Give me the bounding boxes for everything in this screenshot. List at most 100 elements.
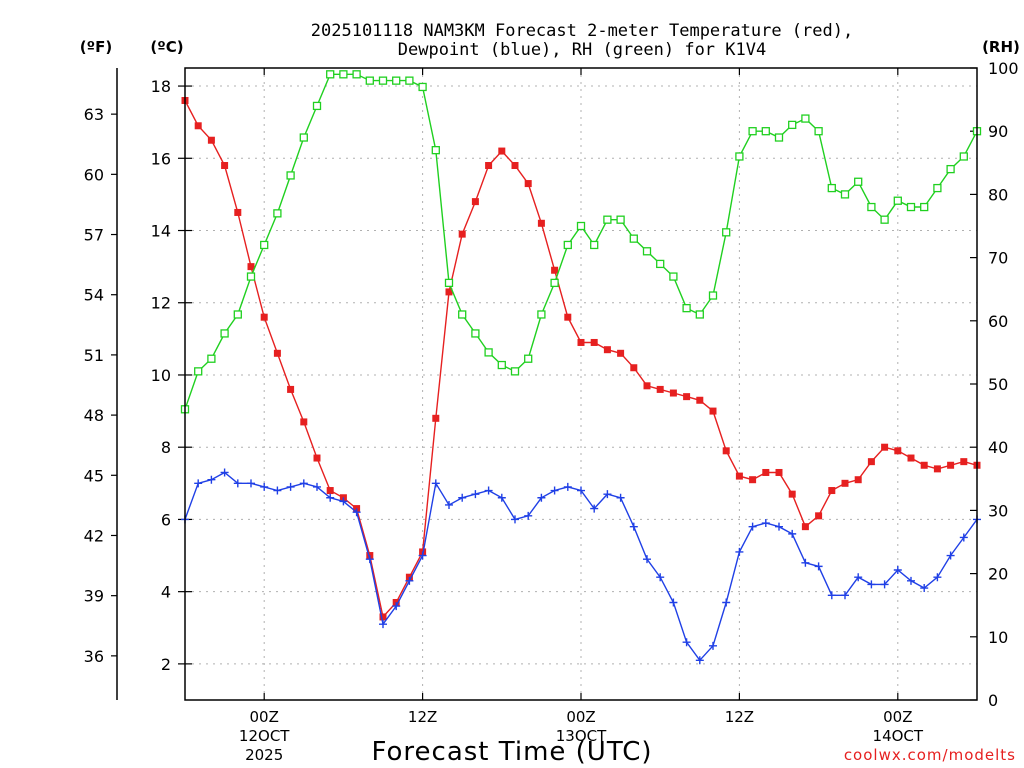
x-tick-label-year: 2025	[245, 746, 283, 764]
data-point-temperature	[815, 512, 823, 520]
data-point-temperature	[894, 447, 902, 455]
data-point-dewpoint	[841, 591, 849, 600]
data-point-temperature	[867, 458, 875, 466]
data-point-rh	[484, 348, 493, 357]
data-point-dewpoint	[761, 519, 770, 528]
data-point-dewpoint	[682, 638, 691, 647]
data-point-rh	[920, 202, 929, 212]
data-point-rh	[682, 304, 691, 313]
data-point-rh	[854, 177, 863, 186]
data-point-rh	[695, 310, 704, 319]
rh-tick-label: 60	[988, 312, 1008, 331]
data-point-temperature	[445, 288, 453, 296]
data-point-dewpoint	[550, 486, 559, 495]
data-point-rh	[497, 360, 506, 370]
data-point-temperature	[722, 447, 730, 455]
data-point-dewpoint	[907, 576, 915, 585]
data-point-temperature	[801, 523, 809, 531]
data-point-rh	[616, 215, 625, 224]
celsius-tick-label: 16	[151, 149, 171, 168]
data-point-rh	[722, 228, 731, 237]
celsius-tick-label: 4	[161, 583, 171, 602]
data-point-rh	[378, 76, 388, 85]
data-point-dewpoint	[735, 547, 744, 556]
plot-frame	[184, 67, 978, 701]
data-point-dewpoint	[643, 555, 651, 564]
data-point-temperature	[749, 476, 757, 484]
data-point-temperature	[273, 349, 281, 357]
data-point-temperature	[630, 364, 638, 372]
fahrenheit-tick-label: 36	[84, 647, 104, 666]
data-point-rh	[827, 183, 836, 193]
x-tick-label-date: 13OCT	[556, 727, 607, 745]
data-point-dewpoint	[933, 573, 942, 582]
data-point-rh	[418, 82, 427, 92]
fahrenheit-tick-label: 39	[84, 587, 104, 606]
data-point-temperature	[564, 313, 572, 321]
data-point-rh	[326, 70, 335, 79]
data-point-temperature	[775, 468, 783, 476]
data-point-temperature	[788, 490, 796, 498]
data-point-temperature	[603, 346, 611, 354]
data-point-dewpoint	[577, 486, 585, 495]
data-point-dewpoint	[339, 497, 348, 506]
data-point-temperature	[828, 487, 836, 495]
data-point-rh	[629, 234, 638, 243]
data-point-dewpoint	[629, 522, 638, 531]
data-point-rh	[603, 215, 612, 224]
data-point-dewpoint	[959, 533, 968, 542]
data-point-dewpoint	[273, 486, 282, 495]
rh-tick-label: 20	[988, 565, 1008, 584]
data-point-dewpoint	[946, 551, 955, 560]
data-point-dewpoint	[590, 504, 599, 513]
data-point-dewpoint	[695, 656, 704, 665]
data-point-temperature	[379, 613, 387, 621]
credit-text: coolwx.com/modelts	[844, 746, 1016, 764]
data-point-temperature	[221, 162, 229, 170]
data-point-rh	[194, 367, 203, 376]
data-point-rh	[471, 329, 480, 338]
data-point-dewpoint	[392, 602, 401, 611]
data-point-dewpoint	[524, 511, 533, 520]
data-point-dewpoint	[379, 620, 387, 629]
data-point-dewpoint	[286, 482, 295, 491]
data-point-dewpoint	[669, 598, 678, 607]
chart-title-line2: Dewpoint (blue), RH (green) for K1V4	[398, 40, 766, 60]
data-point-dewpoint	[220, 468, 229, 477]
data-point-rh	[933, 183, 942, 193]
data-point-rh	[273, 209, 282, 218]
data-point-temperature	[194, 122, 202, 130]
data-point-temperature	[537, 219, 545, 227]
data-point-dewpoint	[814, 562, 823, 571]
data-point-temperature	[696, 396, 704, 404]
data-point-dewpoint	[893, 565, 902, 574]
gridlines	[185, 68, 977, 700]
data-point-dewpoint	[854, 573, 863, 582]
data-point-rh	[761, 127, 770, 136]
data-point-rh	[788, 120, 797, 130]
data-point-temperature	[260, 313, 268, 321]
data-point-rh	[840, 190, 850, 199]
data-point-dewpoint	[748, 522, 757, 531]
data-point-dewpoint	[313, 482, 321, 491]
data-point-dewpoint	[775, 522, 783, 531]
rh-tick-label: 90	[988, 122, 1008, 141]
x-tick-label-date: 14OCT	[873, 727, 924, 745]
data-point-rh	[220, 329, 229, 338]
data-point-dewpoint	[880, 580, 889, 589]
data-point-dewpoint	[326, 493, 335, 502]
data-point-rh	[524, 354, 533, 363]
fahrenheit-tick-label: 60	[84, 165, 104, 184]
data-point-rh	[576, 221, 586, 231]
data-point-temperature	[669, 389, 677, 397]
data-point-temperature	[432, 414, 440, 422]
data-point-rh	[959, 152, 968, 161]
data-point-dewpoint	[511, 515, 519, 524]
data-point-rh	[946, 164, 955, 174]
celsius-tick-label: 18	[151, 77, 171, 96]
data-point-rh	[906, 202, 916, 212]
data-point-dewpoint	[616, 493, 625, 502]
data-point-rh	[233, 310, 242, 319]
data-point-temperature	[485, 162, 493, 170]
celsius-tick-label: 10	[151, 366, 171, 385]
